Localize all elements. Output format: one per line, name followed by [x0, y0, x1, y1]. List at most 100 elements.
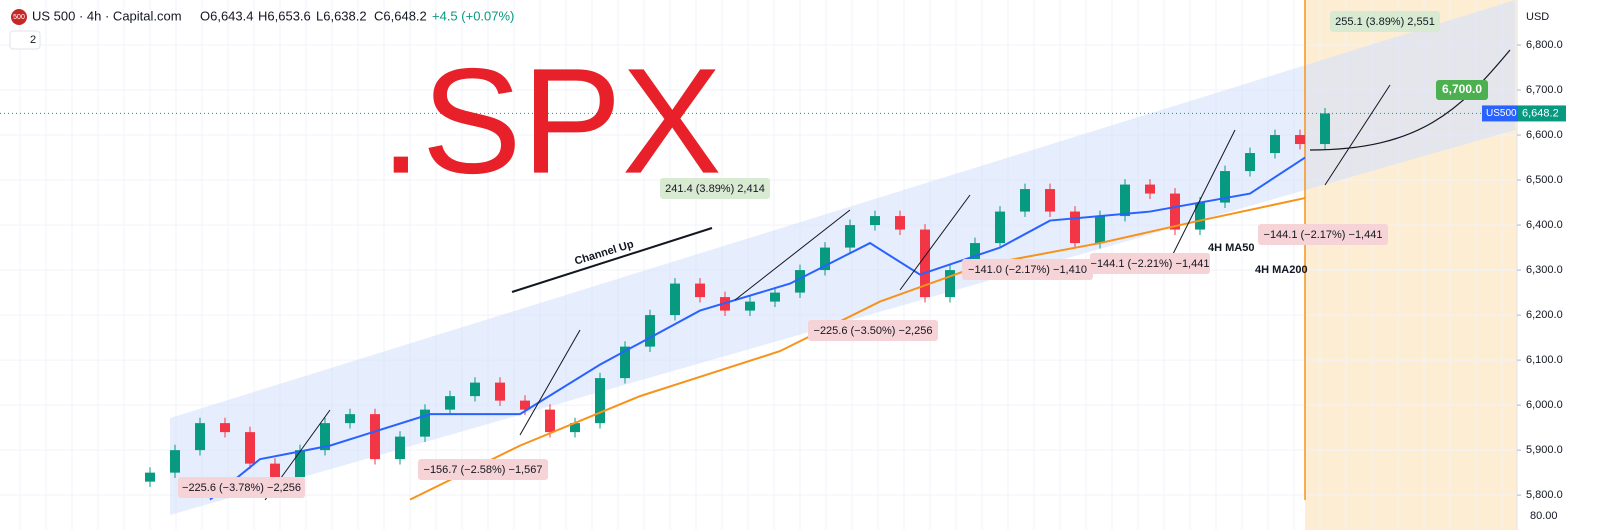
annotation: 4H MA50 [1208, 242, 1254, 254]
candle-body [845, 225, 855, 248]
y-tick-label: 6,200.0 [1526, 309, 1563, 321]
last-price-tag-bg [1518, 105, 1566, 122]
header-title: US 500 · 4h · Capital.com [32, 8, 182, 23]
annotation: 255.1 (3.89%) 2,551 [1335, 16, 1435, 28]
candle-body [345, 414, 355, 424]
logo [11, 9, 27, 25]
candle-body [145, 472, 155, 482]
candle-body [570, 423, 580, 433]
candle-body [1195, 202, 1205, 230]
candle-body [770, 292, 780, 302]
ma-line [209, 156, 1306, 501]
candle-body [795, 270, 805, 293]
candle-body [420, 409, 430, 437]
candle-body [895, 216, 905, 230]
candle-body [945, 270, 955, 298]
candle-body [495, 382, 505, 401]
target-tag-bg [1436, 80, 1488, 101]
arrows [264, 129, 1236, 501]
candle-body [1270, 135, 1280, 154]
candle-body [170, 450, 180, 473]
candle-body [1320, 113, 1330, 145]
badge-text: 2 [30, 34, 36, 46]
candle-body [1295, 135, 1305, 145]
proj-arrow [1324, 84, 1391, 186]
y-tick-label: 6,600.0 [1526, 129, 1563, 141]
candle-body [1170, 193, 1180, 230]
y-tick-label: 6,300.0 [1526, 264, 1563, 276]
y-tick-label: 5,900.0 [1526, 444, 1563, 456]
annotation-box [1258, 224, 1388, 245]
badge[interactable] [9, 30, 41, 50]
target-tag: 6,700.0 [1442, 82, 1482, 96]
channel-arrow [511, 227, 713, 293]
ohlc-high: H6,653.6 [258, 8, 311, 23]
candle-body [395, 436, 405, 460]
annotation: −144.1 (−2.17%) −1,441 [1264, 229, 1383, 241]
candle-body [1070, 211, 1080, 244]
volume-tick: 80.00 [1530, 510, 1558, 522]
candle-body [545, 409, 555, 433]
candle-body [745, 301, 755, 311]
candle-body [245, 432, 255, 464]
annotation-box [178, 477, 305, 498]
annotation-box [1330, 11, 1440, 32]
logo-text: 500 [13, 14, 25, 21]
annotation-box [962, 259, 1093, 280]
annotation: −156.7 (−2.58%) −1,567 [424, 464, 543, 476]
y-tick-label: 6,000.0 [1526, 399, 1563, 411]
annotation-box [660, 178, 770, 199]
candle-body [695, 283, 705, 298]
candle-body [1045, 189, 1055, 212]
candle-body [995, 211, 1005, 244]
candle-body [595, 378, 605, 424]
candle-body [870, 216, 880, 226]
y-tick-label: 6,800.0 [1526, 39, 1563, 51]
annotation: −225.6 (−3.78%) −2,256 [182, 482, 301, 494]
annotation: −141.0 (−2.17%) −1,410 [968, 264, 1087, 276]
symbol-tag-bg [1482, 105, 1518, 122]
candle-body [1095, 216, 1105, 244]
annotation: 241.4 (3.89%) 2,414 [665, 183, 765, 195]
candle-body [1245, 153, 1255, 172]
candle-body [445, 396, 455, 410]
symbol-big: .SPX [380, 37, 722, 205]
candle-body [1145, 184, 1155, 194]
candle-body [620, 346, 630, 379]
candle-body [1120, 184, 1130, 217]
ma-line [409, 197, 1306, 501]
candle-body [270, 463, 280, 478]
annotation: −144.1 (−2.21%) −1,441 [1091, 258, 1210, 270]
ohlc-close: C6,648.2 [374, 8, 427, 23]
annotation: −225.6 (−3.50%) −2,256 [814, 325, 933, 337]
annotation-box [1090, 253, 1210, 274]
ohlc-change: +4.5 (+0.07%) [432, 8, 514, 23]
last-price-tag: 6,648.2 [1522, 107, 1559, 119]
annotation: 4H MA200 [1255, 264, 1308, 276]
candle-body [920, 229, 930, 298]
ohlc-open: O6,643.4 [200, 8, 254, 23]
ohlc-low: L6,638.2 [316, 8, 367, 23]
candle-body [320, 423, 330, 451]
candle-body [645, 315, 655, 347]
candle-body [470, 382, 480, 397]
candle-body [370, 414, 380, 460]
projection [1309, 49, 1511, 151]
candle-body [195, 423, 205, 451]
candle-body [820, 247, 830, 271]
symbol-tag: US500 [1486, 108, 1517, 119]
annotation-box [418, 459, 548, 480]
y-tick-label: 6,700.0 [1526, 84, 1563, 96]
y-tick-label: 6,400.0 [1526, 219, 1563, 231]
candle-body [520, 400, 530, 410]
candle-body [670, 283, 680, 316]
y-tick-label: 5,800.0 [1526, 489, 1563, 501]
price-axis [1517, 0, 1600, 530]
candle-body [295, 450, 305, 478]
candle-body [1020, 189, 1030, 212]
y-tick-label: 6,100.0 [1526, 354, 1563, 366]
annotation-box [808, 320, 938, 341]
candle-body [1220, 171, 1230, 203]
